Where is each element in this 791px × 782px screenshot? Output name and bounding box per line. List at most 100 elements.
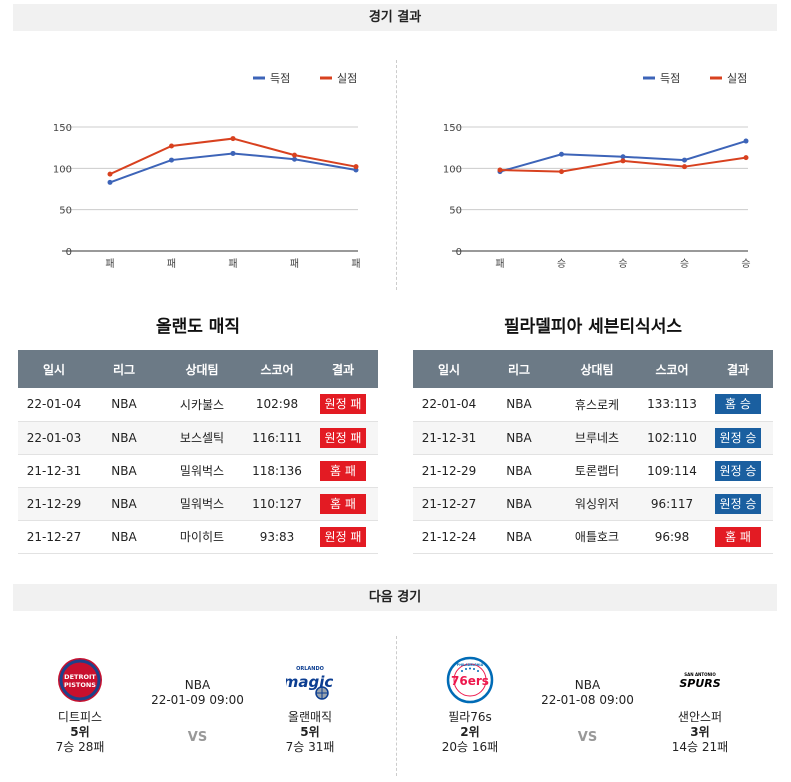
team-name: 필라76s — [448, 710, 492, 724]
game-opponent: 애틀호크 — [553, 520, 641, 554]
result-badge: 원정 승 — [715, 460, 761, 481]
match-time: 22-01-09 09:00 — [151, 693, 244, 707]
game-result: 홈 패 — [308, 454, 378, 488]
legend-label-scored: 득점 — [660, 72, 680, 85]
next-games-section-title: 다음 경기 — [368, 590, 422, 605]
y-tick-label: 50 — [449, 206, 462, 217]
header-league: 리그 — [485, 350, 553, 388]
game-opponent: 보스셀틱 — [158, 421, 246, 455]
header-score: 스코어 — [641, 350, 703, 388]
data-point — [353, 164, 359, 170]
game-score: 93:83 — [246, 520, 308, 554]
x-tick-label: 승 — [741, 258, 750, 270]
team-name: 샌안스퍼 — [677, 710, 723, 724]
game-score: 109:114 — [641, 454, 703, 488]
game-result: 원정 승 — [703, 487, 773, 521]
data-point — [559, 169, 564, 175]
x-tick-label: 승 — [557, 258, 566, 270]
legend-label-conceded: 실점 — [727, 72, 747, 85]
game-result: 홈 패 — [308, 487, 378, 521]
game-league: NBA — [485, 454, 553, 488]
result-badge: 원정 승 — [715, 427, 761, 448]
data-point — [169, 143, 174, 149]
away-team[interactable]: SAN ANTONIO SPURS 샌안스퍼 3위 14승 21패 — [645, 650, 755, 755]
game-score: 118:136 — [246, 454, 308, 488]
game-opponent: 토론랩터 — [553, 454, 641, 488]
y-tick-label: 0 — [456, 247, 462, 258]
team-record: 20승 16패 — [441, 740, 499, 754]
game-score: 102:110 — [641, 421, 703, 455]
x-tick-label: 패 — [105, 258, 114, 270]
chart-divider — [396, 60, 397, 290]
game-opponent: 밀워벅스 — [158, 487, 246, 521]
vs-label: VS — [577, 730, 598, 745]
philadelphia-chart-svg: 0 50 100 150 패 승 승 승 승 득점 실점 — [443, 72, 751, 270]
76ers-logo-text-top: PHILADELPHIA — [457, 663, 484, 667]
home-team[interactable]: PHILADELPHIA 76ers 필라76s 2위 20승 16패 — [415, 650, 525, 755]
table-row: 21-12-24 NBA 애틀호크 96:98 홈 패 — [413, 520, 773, 554]
data-point — [682, 157, 687, 163]
team-record: 14승 21패 — [671, 740, 729, 754]
x-tick-label: 패 — [167, 258, 176, 270]
data-point — [559, 151, 564, 157]
vs-label: VS — [187, 730, 208, 745]
header-result: 결과 — [308, 350, 378, 388]
orlando-score-chart: 0 50 100 150 패 패 패 패 패 득점 실점 — [10, 40, 385, 290]
team-rank: 3위 — [690, 725, 710, 739]
game-date: 22-01-04 — [18, 388, 90, 422]
game-score: 133:113 — [641, 388, 703, 422]
team-rank: 2위 — [460, 725, 480, 739]
game-score: 96:117 — [641, 487, 703, 521]
game-league: NBA — [485, 388, 553, 422]
game-league: NBA — [90, 487, 158, 521]
spurs-logo: SAN ANTONIO SPURS — [676, 656, 724, 704]
x-tick-label: 패 — [228, 258, 237, 270]
game-score: 102:98 — [246, 388, 308, 422]
orlando-team-title: 올랜도 매직 — [155, 317, 241, 337]
x-tick-label: 패 — [351, 258, 360, 270]
header-opponent: 상대팀 — [553, 350, 641, 388]
magic-logo-text-top: ORLANDO — [296, 666, 324, 672]
result-badge: 홈 패 — [715, 526, 761, 547]
game-result: 홈 승 — [703, 388, 773, 422]
game-league: NBA — [90, 520, 158, 554]
data-point — [169, 157, 174, 163]
away-team[interactable]: ORLANDO magic 올랜매직 5위 7승 31패 — [255, 650, 365, 755]
game-date: 21-12-24 — [413, 520, 485, 554]
philadelphia-team-title: 필라델피아 세븐티식서스 — [504, 317, 682, 337]
y-tick-label: 0 — [66, 247, 72, 258]
y-tick-label: 100 — [443, 164, 462, 175]
header-result: 결과 — [703, 350, 773, 388]
match-info: NBA 22-01-08 09:00 VS — [530, 678, 645, 745]
game-date: 21-12-31 — [18, 454, 90, 488]
table-row: 21-12-27 NBA 마이히트 93:83 원정 패 — [18, 520, 378, 554]
game-league: NBA — [485, 421, 553, 455]
data-point — [743, 138, 749, 144]
76ers-logo: PHILADELPHIA 76ers — [446, 656, 494, 704]
home-team[interactable]: DETROIT PISTONS 디트피스 5위 7승 28패 — [25, 650, 135, 755]
game-opponent: 마이히트 — [158, 520, 246, 554]
legend-label-scored: 득점 — [270, 72, 290, 85]
next-match-76ers-spurs: PHILADELPHIA 76ers 필라76s 2위 20승 16패 NBA … — [400, 650, 780, 780]
results-section-title: 경기 결과 — [368, 10, 422, 25]
pistons-logo: DETROIT PISTONS — [56, 656, 104, 704]
data-point — [497, 167, 503, 173]
x-tick-label: 승 — [618, 258, 627, 270]
table-row: 21-12-29 NBA 밀워벅스 110:127 홈 패 — [18, 487, 378, 521]
header-league: 리그 — [90, 350, 158, 388]
table-row: 21-12-27 NBA 워싱위저 96:117 원정 승 — [413, 487, 773, 521]
game-score: 116:111 — [246, 421, 308, 455]
y-tick-label: 150 — [53, 123, 72, 134]
game-result: 원정 패 — [308, 421, 378, 455]
y-tick-label: 150 — [443, 123, 462, 134]
team-name: 올랜매직 — [287, 710, 333, 724]
result-badge: 원정 패 — [320, 427, 366, 448]
game-date: 21-12-27 — [18, 520, 90, 554]
game-date: 21-12-29 — [18, 487, 90, 521]
result-badge: 홈 패 — [320, 493, 366, 514]
data-point — [620, 154, 626, 160]
game-result: 원정 승 — [703, 421, 773, 455]
match-info: NBA 22-01-09 09:00 VS — [140, 678, 255, 745]
philadelphia-recent-games-table: 일시 리그 상대팀 스코어 결과 22-01-04 NBA 휴스로케 133:113 홈… — [413, 350, 773, 554]
data-point — [107, 171, 113, 177]
